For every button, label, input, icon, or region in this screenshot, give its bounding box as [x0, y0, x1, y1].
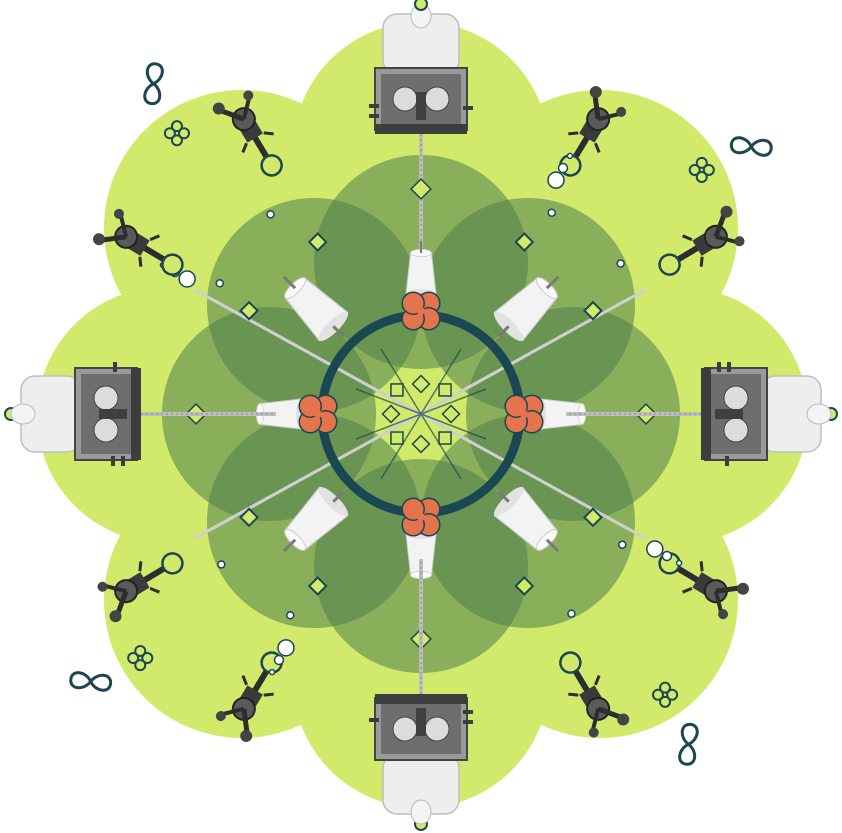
inner-square: [390, 383, 404, 397]
square-marker: [239, 507, 259, 528]
square-marker: [514, 576, 535, 596]
infinity-icon: [68, 670, 113, 693]
small-dot: [217, 560, 226, 569]
small-dot: [616, 259, 625, 268]
inner-diamond: [441, 404, 461, 424]
chain-dot: [557, 162, 569, 174]
small-dot: [215, 279, 224, 288]
square-marker: [307, 576, 328, 596]
small-dot: [286, 611, 295, 620]
small-dot: [266, 210, 275, 219]
chain-dot: [566, 152, 574, 160]
infinity-icon: [729, 135, 774, 158]
inner-square: [438, 431, 452, 445]
chain-dot: [547, 171, 565, 189]
chain-dot: [675, 559, 683, 567]
axis-diamond: [410, 178, 432, 200]
infinity-icon: [677, 722, 700, 767]
infinity-icon: [142, 61, 165, 106]
center-star-lines: [355, 348, 487, 480]
square-marker: [307, 232, 328, 252]
square-marker: [239, 300, 259, 321]
inner-square: [438, 383, 452, 397]
square-marker: [583, 300, 603, 321]
inner-diamond: [381, 404, 401, 424]
inner-diamond: [411, 374, 431, 394]
chain-dot: [268, 668, 276, 676]
chain-dot: [661, 550, 673, 562]
inner-square: [390, 431, 404, 445]
chain-dot: [178, 270, 196, 288]
small-dot: [618, 540, 627, 549]
chain-dot: [273, 654, 285, 666]
rotational-repeats: [4, 0, 838, 831]
chain-dot: [646, 540, 664, 558]
small-dot: [567, 609, 576, 618]
square-marker: [583, 507, 603, 528]
small-dot: [547, 208, 556, 217]
outer-dot: [414, 0, 428, 11]
chain-dot: [277, 639, 295, 657]
inner-diamond: [411, 434, 431, 454]
square-marker: [514, 232, 535, 252]
